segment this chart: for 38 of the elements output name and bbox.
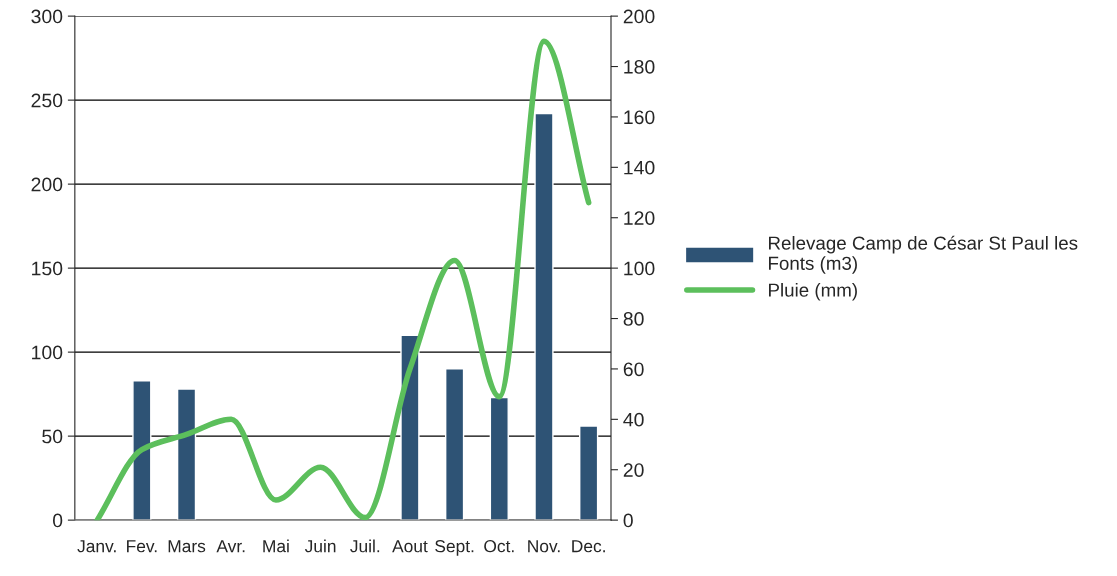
- x-tick-label: Juin: [304, 539, 336, 553]
- y2-tick-label: 120: [624, 211, 655, 225]
- bar: [132, 379, 152, 521]
- x-tick-label: Juil.: [350, 539, 380, 553]
- y2-tick-label: 200: [623, 9, 655, 24]
- y-tick-label: 250: [31, 93, 63, 108]
- x-tick-label: Avr.: [216, 540, 245, 553]
- y-tick-label: 0: [52, 513, 63, 528]
- x-tick-label: Nov.: [528, 540, 560, 553]
- y2-tick-label: 20: [623, 463, 644, 477]
- x-tick-label: Mai: [263, 539, 289, 553]
- bar: [489, 396, 509, 521]
- y2-tick-label: 140: [624, 160, 655, 175]
- y-tick-label: 100: [32, 345, 63, 360]
- y2-tick-label: 40: [623, 412, 644, 427]
- x-tick-label: Janv.: [77, 540, 116, 553]
- x-tick-label: Sept.: [435, 540, 474, 556]
- y2-tick-label: 160: [624, 110, 655, 125]
- x-tick-label: Aout: [392, 540, 428, 553]
- bar: [579, 425, 599, 521]
- x-tick-label: Dec.: [572, 540, 605, 553]
- y2-tick-label: 100: [624, 261, 655, 276]
- y2-tick-label: 0: [623, 513, 633, 528]
- x-tick-label: Oct.: [484, 540, 514, 553]
- x-tick-label: Fev.: [127, 540, 157, 553]
- y2-tick-label: 80: [623, 312, 644, 326]
- legend-label: Relevage Camp de César St Paul les Fonts (m3): [769, 235, 1078, 274]
- y-tick-label: 300: [31, 9, 63, 24]
- y2-tick-label: 60: [623, 362, 644, 377]
- y2-tick-label: 180: [624, 60, 655, 74]
- y-tick-label: 200: [31, 177, 63, 192]
- legend-label: Pluie (mm): [769, 283, 857, 301]
- x-tick-label: Mars: [168, 540, 206, 553]
- bar: [176, 388, 197, 521]
- y-tick-label: 150: [32, 261, 63, 276]
- bar: [534, 112, 554, 521]
- bar: [444, 368, 465, 521]
- y-tick-label: 50: [42, 429, 63, 444]
